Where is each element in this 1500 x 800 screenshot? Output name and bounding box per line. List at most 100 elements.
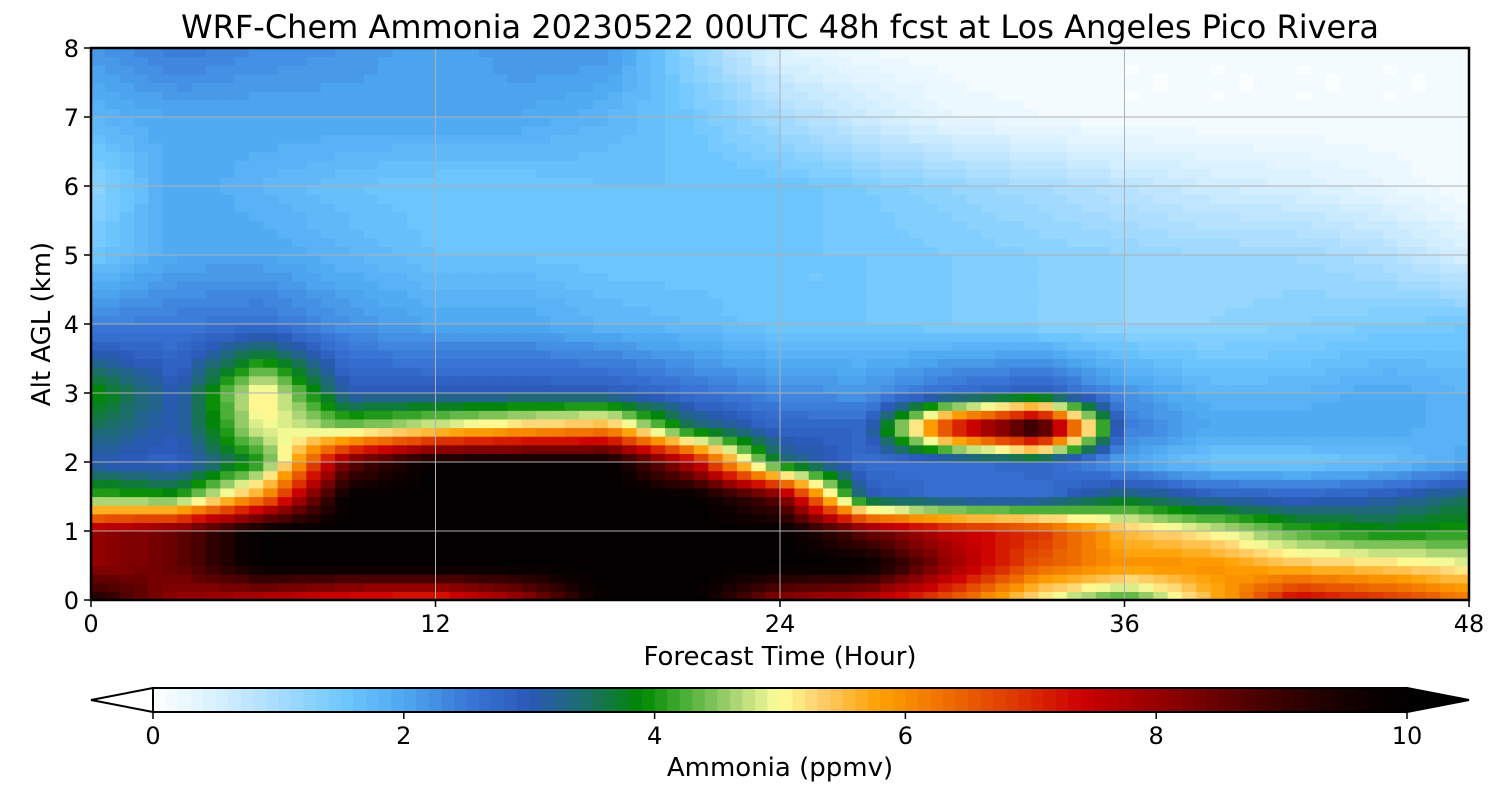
heatmap-cell: [765, 401, 781, 411]
heatmap-cell: [593, 315, 609, 325]
heatmap-cell: [1110, 229, 1126, 239]
heatmap-cell: [923, 255, 939, 265]
heatmap-cell: [277, 255, 293, 265]
heatmap-cell: [1440, 255, 1456, 265]
heatmap-cell: [550, 349, 566, 360]
heatmap-cell: [851, 401, 867, 411]
heatmap-cell: [335, 298, 350, 308]
heatmap-cell: [1167, 436, 1183, 446]
heatmap-cell: [1210, 168, 1226, 178]
heatmap-cell: [636, 505, 652, 515]
heatmap-cell: [521, 332, 537, 342]
heatmap-cell: [277, 410, 293, 420]
heatmap-cell: [1411, 280, 1427, 291]
heatmap-cell: [679, 462, 695, 472]
heatmap-cell: [263, 513, 279, 523]
heatmap-cell: [248, 384, 264, 394]
heatmap-cell: [851, 349, 867, 360]
heatmap-cell: [579, 332, 594, 342]
heatmap-cell: [1138, 332, 1154, 342]
heatmap-cell: [1081, 186, 1097, 196]
heatmap-cell: [1282, 229, 1298, 239]
heatmap-cell: [808, 556, 824, 567]
heatmap-cell: [980, 220, 996, 230]
heatmap-cell: [1181, 237, 1197, 247]
heatmap-cell: [1296, 462, 1312, 472]
heatmap-cell: [1411, 470, 1427, 480]
heatmap-cell: [378, 220, 394, 230]
heatmap-cell: [306, 410, 322, 420]
heatmap-cell: [1210, 289, 1226, 299]
heatmap-cell: [134, 324, 150, 334]
heatmap-cell: [1282, 280, 1298, 291]
heatmap-cell: [306, 255, 322, 265]
heatmap-cell: [1368, 418, 1384, 429]
heatmap-cell: [636, 263, 652, 273]
heatmap-cell: [693, 315, 709, 325]
heatmap-cell: [1454, 289, 1470, 299]
heatmap-cell: [464, 582, 480, 592]
heatmap-cell: [320, 574, 336, 584]
heatmap-cell: [1153, 358, 1169, 368]
heatmap-cell: [1024, 160, 1039, 170]
heatmap-cell: [105, 324, 121, 334]
heatmap-cell: [1311, 513, 1327, 523]
heatmap-cell: [464, 341, 480, 351]
heatmap-cell: [708, 177, 724, 187]
heatmap-cell: [693, 177, 709, 187]
heatmap-cell: [1239, 522, 1255, 532]
heatmap-cell: [449, 470, 465, 480]
heatmap-cell: [808, 591, 824, 601]
heatmap-cell: [220, 211, 236, 222]
heatmap-cell: [492, 289, 508, 299]
heatmap-cell: [1095, 487, 1111, 498]
heatmap-cell: [823, 151, 839, 161]
heatmap-cell: [579, 168, 594, 178]
heatmap-cell: [1038, 565, 1054, 575]
heatmap-cell: [923, 177, 939, 187]
heatmap-cell: [1325, 263, 1341, 273]
heatmap-cell: [1382, 427, 1398, 437]
heatmap-cell: [679, 522, 695, 532]
heatmap-cell: [636, 479, 652, 489]
heatmap-cell: [335, 306, 350, 316]
heatmap-cell: [579, 470, 594, 480]
heatmap-cell: [1052, 263, 1068, 273]
heatmap-cell: [780, 591, 795, 601]
heatmap-cell: [622, 436, 638, 446]
heatmap-cell: [1454, 324, 1470, 334]
heatmap-cell: [866, 556, 882, 567]
heatmap-cell: [1397, 444, 1413, 454]
heatmap-cell: [794, 177, 810, 187]
heatmap-cell: [1009, 211, 1025, 222]
heatmap-cell: [1038, 280, 1054, 291]
heatmap-cell: [708, 246, 724, 256]
heatmap-cell: [794, 186, 810, 196]
heatmap-cell: [263, 280, 279, 291]
heatmap-cell: [1268, 539, 1283, 549]
heatmap-cell: [1296, 556, 1312, 567]
heatmap-cell: [579, 151, 594, 161]
heatmap-cell: [1081, 393, 1097, 403]
heatmap-cell: [794, 582, 810, 592]
heatmap-cell: [1268, 289, 1283, 299]
heatmap-cell: [679, 349, 695, 360]
heatmap-cell: [277, 453, 293, 463]
heatmap-cell: [665, 462, 681, 472]
heatmap-cell: [1440, 479, 1456, 489]
heatmap-cell: [1325, 255, 1341, 265]
heatmap-cell: [823, 375, 839, 385]
heatmap-cell: [823, 410, 839, 420]
heatmap-cell: [191, 160, 207, 170]
heatmap-cell: [521, 487, 537, 498]
heatmap-cell: [808, 263, 824, 273]
heatmap-cell: [607, 263, 623, 273]
heatmap-cell: [1052, 393, 1068, 403]
heatmap-cell: [780, 393, 795, 403]
heatmap-cell: [1325, 453, 1341, 463]
heatmap-cell: [693, 410, 709, 420]
heatmap-cell: [880, 229, 896, 239]
heatmap-cell: [320, 160, 336, 170]
heatmap-cell: [1210, 349, 1226, 360]
heatmap-cell: [291, 539, 307, 549]
